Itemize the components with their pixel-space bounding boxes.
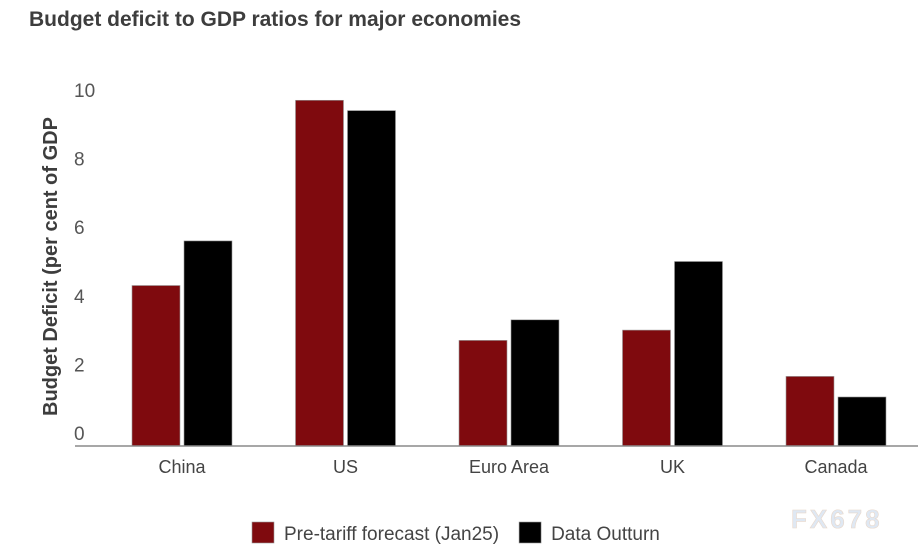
y-tick-label: 6 xyxy=(74,218,85,239)
legend-swatch xyxy=(251,521,275,544)
bar-outturn-canada xyxy=(837,396,887,447)
bar-outturn-china xyxy=(183,240,233,447)
bar-outturn-us xyxy=(347,110,396,447)
x-tick-label: Euro Area xyxy=(469,457,550,477)
y-tick-label: 2 xyxy=(74,355,85,376)
x-tick-label: UK xyxy=(660,457,685,477)
watermark-logo: FX678 xyxy=(791,504,883,534)
bar-forecast-canada xyxy=(785,376,835,447)
chart-title: Budget deficit to GDP ratios for major e… xyxy=(29,8,522,31)
legend-swatch xyxy=(518,521,542,544)
bar-outturn-uk xyxy=(674,261,723,447)
y-tick-label: 8 xyxy=(74,150,85,171)
x-tick-label: Canada xyxy=(804,457,868,477)
bar-forecast-euro-area xyxy=(458,340,508,447)
x-tick-label: US xyxy=(333,457,358,477)
y-tick-label: 10 xyxy=(74,81,95,102)
bar-forecast-china xyxy=(131,285,181,447)
y-tick-label: 0 xyxy=(74,424,85,445)
legend-label: Pre-tariff forecast (Jan25) xyxy=(284,524,499,545)
x-tick-label: China xyxy=(158,457,206,477)
bar-forecast-us xyxy=(295,99,344,447)
bar-forecast-uk xyxy=(622,329,671,447)
y-axis-label: Budget Deficit (per cent of GDP xyxy=(40,117,62,416)
y-tick-label: 4 xyxy=(74,287,85,308)
legend-label: Data Outturn xyxy=(551,524,660,545)
bar-outturn-euro-area xyxy=(510,319,560,447)
